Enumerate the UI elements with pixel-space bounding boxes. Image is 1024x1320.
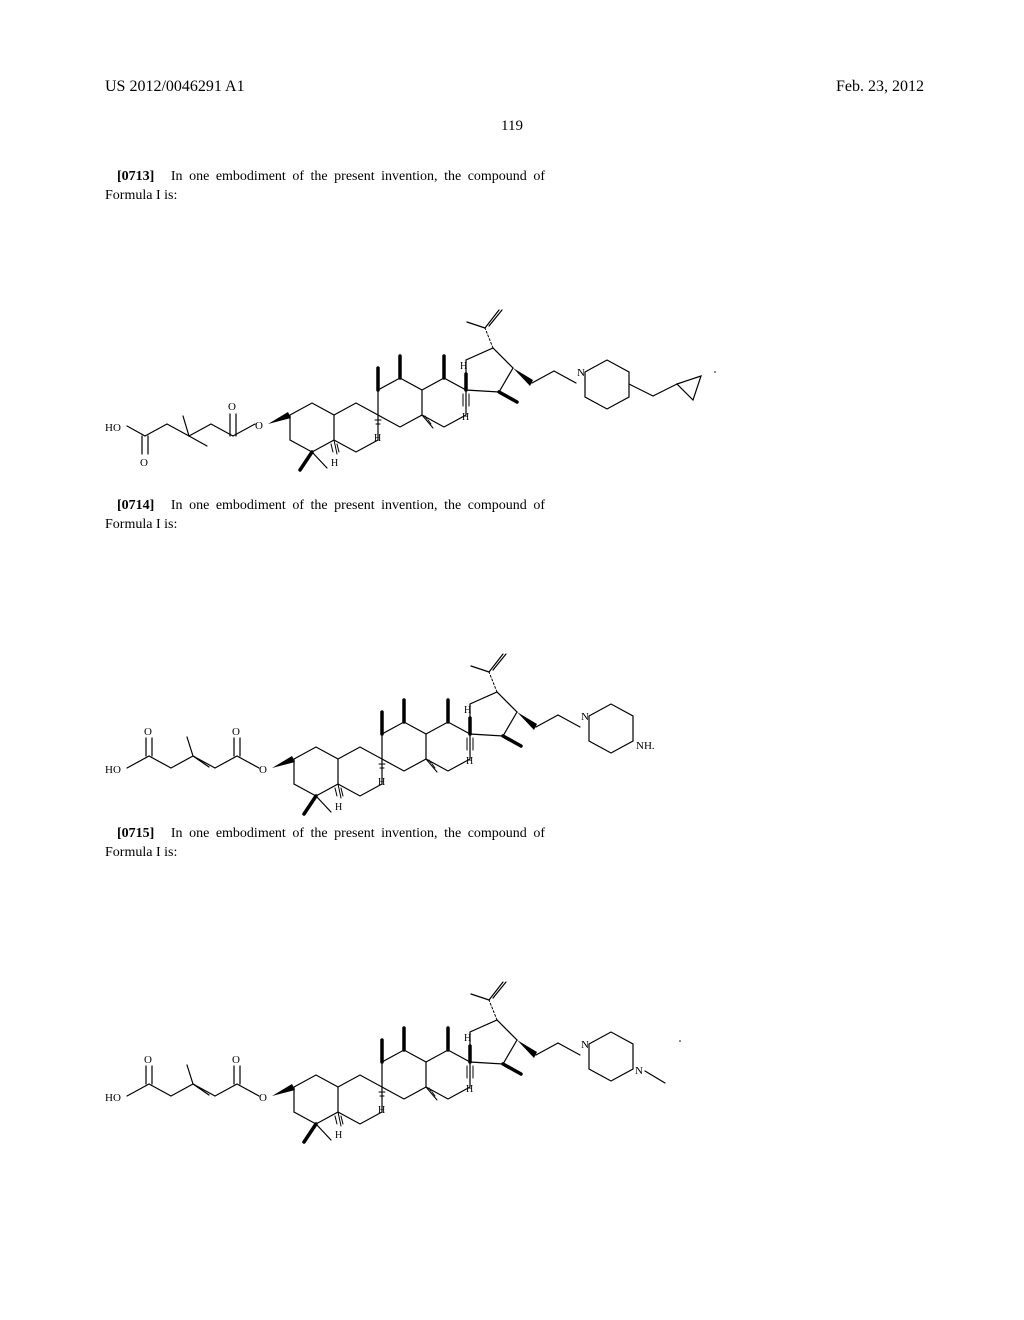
publication-number: US 2012/0046291 A1: [105, 78, 245, 96]
content-block-2: [0714] In one embodiment of the present …: [105, 497, 925, 845]
svg-text:H: H: [335, 802, 342, 813]
label-H: H: [462, 412, 469, 423]
chemical-structure-2: HO O O O H: [105, 565, 755, 820]
svg-text:H: H: [335, 1130, 342, 1141]
para-number: [0714]: [117, 498, 154, 513]
svg-text:O: O: [232, 1054, 240, 1066]
chemical-structure-1: HO O O O: [105, 236, 755, 491]
para-text: In one embodiment of the present inventi…: [105, 169, 545, 203]
paragraph: [0714] In one embodiment of the present …: [105, 497, 545, 535]
content-block-3: [0715] In one embodiment of the present …: [105, 825, 925, 1173]
svg-text:O: O: [259, 1092, 267, 1104]
label-H: H: [374, 433, 381, 444]
svg-text:N: N: [581, 1039, 589, 1051]
publication-date: Feb. 23, 2012: [836, 78, 924, 96]
para-number: [0715]: [117, 826, 154, 841]
svg-text:H: H: [466, 756, 473, 767]
svg-text:HO: HO: [105, 1092, 121, 1104]
svg-text:O: O: [144, 726, 152, 738]
label-H: H: [331, 458, 338, 469]
content-block-1: [0713] In one embodiment of the present …: [105, 168, 925, 516]
para-number: [0713]: [117, 169, 154, 184]
svg-text:N: N: [635, 1065, 643, 1077]
page-number: 119: [501, 118, 523, 135]
chemical-structure-3: HO O O O H: [105, 893, 755, 1148]
para-text: In one embodiment of the present inventi…: [105, 498, 545, 532]
label-O: O: [228, 401, 236, 413]
svg-text:O: O: [259, 764, 267, 776]
svg-text:H: H: [466, 1084, 473, 1095]
paragraph: [0715] In one embodiment of the present …: [105, 825, 545, 863]
svg-text:NH.: NH.: [636, 740, 655, 752]
label-O: O: [255, 420, 263, 432]
svg-text:HO: HO: [105, 764, 121, 776]
svg-text:O: O: [232, 726, 240, 738]
label-O: O: [140, 457, 148, 469]
paragraph: [0713] In one embodiment of the present …: [105, 168, 545, 206]
para-text: In one embodiment of the present inventi…: [105, 826, 545, 860]
label-HO: HO: [105, 422, 121, 434]
svg-text:H: H: [378, 777, 385, 788]
svg-text:N: N: [581, 711, 589, 723]
label-N: N: [577, 367, 585, 379]
svg-text:O: O: [144, 1054, 152, 1066]
svg-text:H: H: [378, 1105, 385, 1116]
